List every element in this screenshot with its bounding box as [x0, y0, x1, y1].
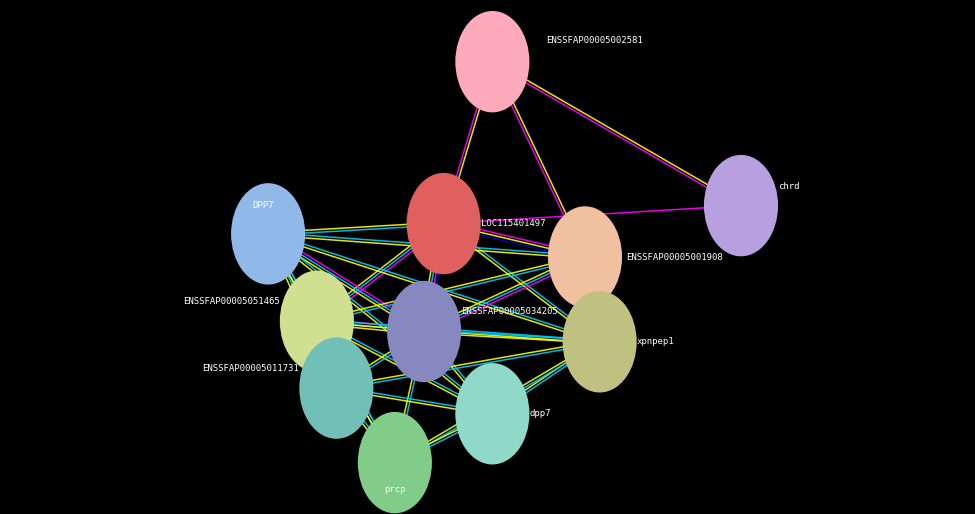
Ellipse shape: [231, 183, 305, 285]
Text: ENSSFAP00005011731: ENSSFAP00005011731: [203, 364, 299, 373]
Ellipse shape: [358, 412, 432, 513]
Ellipse shape: [299, 337, 373, 439]
Text: ENSSFAP00005034205: ENSSFAP00005034205: [461, 307, 558, 317]
Text: DPP7: DPP7: [253, 201, 274, 210]
Ellipse shape: [387, 281, 461, 382]
Text: xpnpep1: xpnpep1: [637, 337, 675, 346]
Text: prcp: prcp: [384, 485, 406, 494]
Text: chrd: chrd: [778, 181, 800, 191]
Text: ENSSFAP00005002581: ENSSFAP00005002581: [546, 35, 643, 45]
Ellipse shape: [548, 206, 622, 308]
Ellipse shape: [563, 291, 637, 393]
Ellipse shape: [455, 11, 529, 113]
Ellipse shape: [280, 270, 354, 372]
Text: dpp7: dpp7: [529, 409, 551, 418]
Ellipse shape: [407, 173, 481, 274]
Ellipse shape: [704, 155, 778, 256]
Text: ENSSFAP00005051465: ENSSFAP00005051465: [183, 297, 280, 306]
Ellipse shape: [455, 363, 529, 465]
Text: ENSSFAP00005001908: ENSSFAP00005001908: [626, 252, 722, 262]
Text: LOC115401497: LOC115401497: [481, 219, 545, 228]
